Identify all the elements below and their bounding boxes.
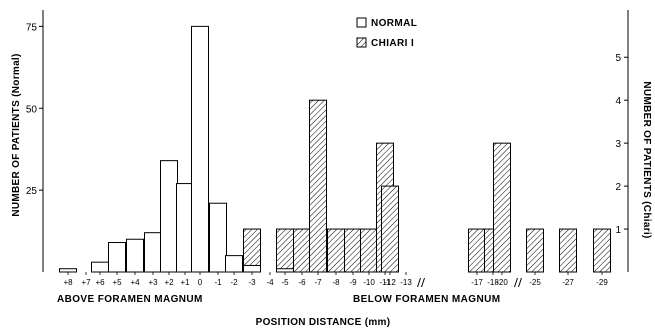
x-tick-label: -9	[349, 278, 357, 287]
legend-swatch-normal	[356, 17, 367, 28]
x-tick-label: -25	[529, 278, 541, 287]
bar-chiari	[381, 185, 399, 273]
right-axis-tick-label: 5	[615, 53, 621, 64]
x-tick-label: -7	[314, 278, 322, 287]
left-axis-tick-label: 25	[26, 186, 38, 197]
bar-normal	[91, 261, 109, 273]
legend-label-normal: NORMAL	[371, 18, 417, 29]
bar-chiari	[276, 228, 294, 273]
left-axis-tick-label: 50	[26, 104, 38, 115]
x-tick-label: -11	[380, 278, 392, 287]
region-label-above: ABOVE FORAMEN MAGNUM	[57, 294, 203, 305]
x-tick-label: +7	[81, 278, 91, 287]
x-tick-label: -20	[496, 278, 508, 287]
x-tick-label: -10	[363, 278, 375, 287]
bar-chiari	[360, 228, 378, 273]
legend-swatch-chiari	[356, 37, 367, 48]
bar-normal	[209, 202, 227, 273]
x-tick-label: -4	[266, 278, 274, 287]
right-axis-tick-label: 1	[615, 225, 621, 236]
bar-chiari	[468, 228, 486, 273]
x-tick-label: +4	[130, 278, 140, 287]
right-axis-tick-label: 2	[615, 182, 621, 193]
bar-chiari	[327, 228, 345, 273]
bar-normal	[243, 264, 261, 273]
bar-normal	[126, 238, 144, 273]
x-tick-label: -1	[214, 278, 222, 287]
x-tick-label: -27	[562, 278, 574, 287]
legend-label-chiari: CHIARI I	[371, 38, 414, 49]
x-tick-label: +5	[112, 278, 122, 287]
right-axis-tick-label: 4	[615, 96, 621, 107]
x-tick-label: +8	[63, 278, 73, 287]
x-tick-label: -6	[298, 278, 306, 287]
bar-chiari	[593, 228, 611, 273]
x-tick-label: -3	[248, 278, 256, 287]
bar-normal	[176, 183, 194, 273]
bar-normal	[191, 25, 209, 273]
bar-normal	[144, 232, 162, 273]
x-tick-label: -8	[332, 278, 340, 287]
x-tick-label: -18	[487, 278, 499, 287]
bar-normal	[225, 255, 243, 273]
bar-normal	[108, 242, 126, 273]
bar-chiari	[526, 228, 544, 273]
bar-chiari	[493, 142, 511, 273]
x-tick-label: -2	[230, 278, 238, 287]
left-axis-title: NUMBER OF PATIENTS (Normal)	[11, 53, 22, 216]
bar-chiari	[309, 99, 327, 273]
bar-chiari	[559, 228, 577, 273]
region-label-below: BELOW FORAMEN MAGNUM	[353, 294, 500, 305]
x-tick-label: +6	[95, 278, 105, 287]
left-axis-tick-label: 75	[26, 22, 38, 33]
x-axis-title: POSITION DISTANCE (mm)	[256, 317, 391, 328]
x-tick-label: -12	[384, 278, 396, 287]
bar-normal	[160, 160, 178, 273]
x-tick-label: +2	[164, 278, 174, 287]
bar-normal	[59, 268, 77, 273]
x-tick-label: -29	[596, 278, 608, 287]
axis-break-mark	[417, 277, 425, 288]
right-axis-title: NUMBER OF PATIENTS (Chiari)	[641, 81, 652, 238]
bar-chiari	[344, 228, 362, 273]
axis-break-mark	[514, 277, 522, 288]
right-axis-tick-label: 3	[615, 139, 621, 150]
x-tick-label: -5	[281, 278, 289, 287]
x-tick-label: -13	[400, 278, 412, 287]
legend: NORMAL CHIARI I	[356, 17, 417, 49]
x-tick-label: +3	[148, 278, 158, 287]
x-tick-label: -17	[471, 278, 483, 287]
x-tick-label: 0	[198, 278, 203, 287]
bar-chiari	[293, 228, 311, 273]
bar-normal	[276, 268, 294, 273]
x-tick-label: +1	[180, 278, 190, 287]
